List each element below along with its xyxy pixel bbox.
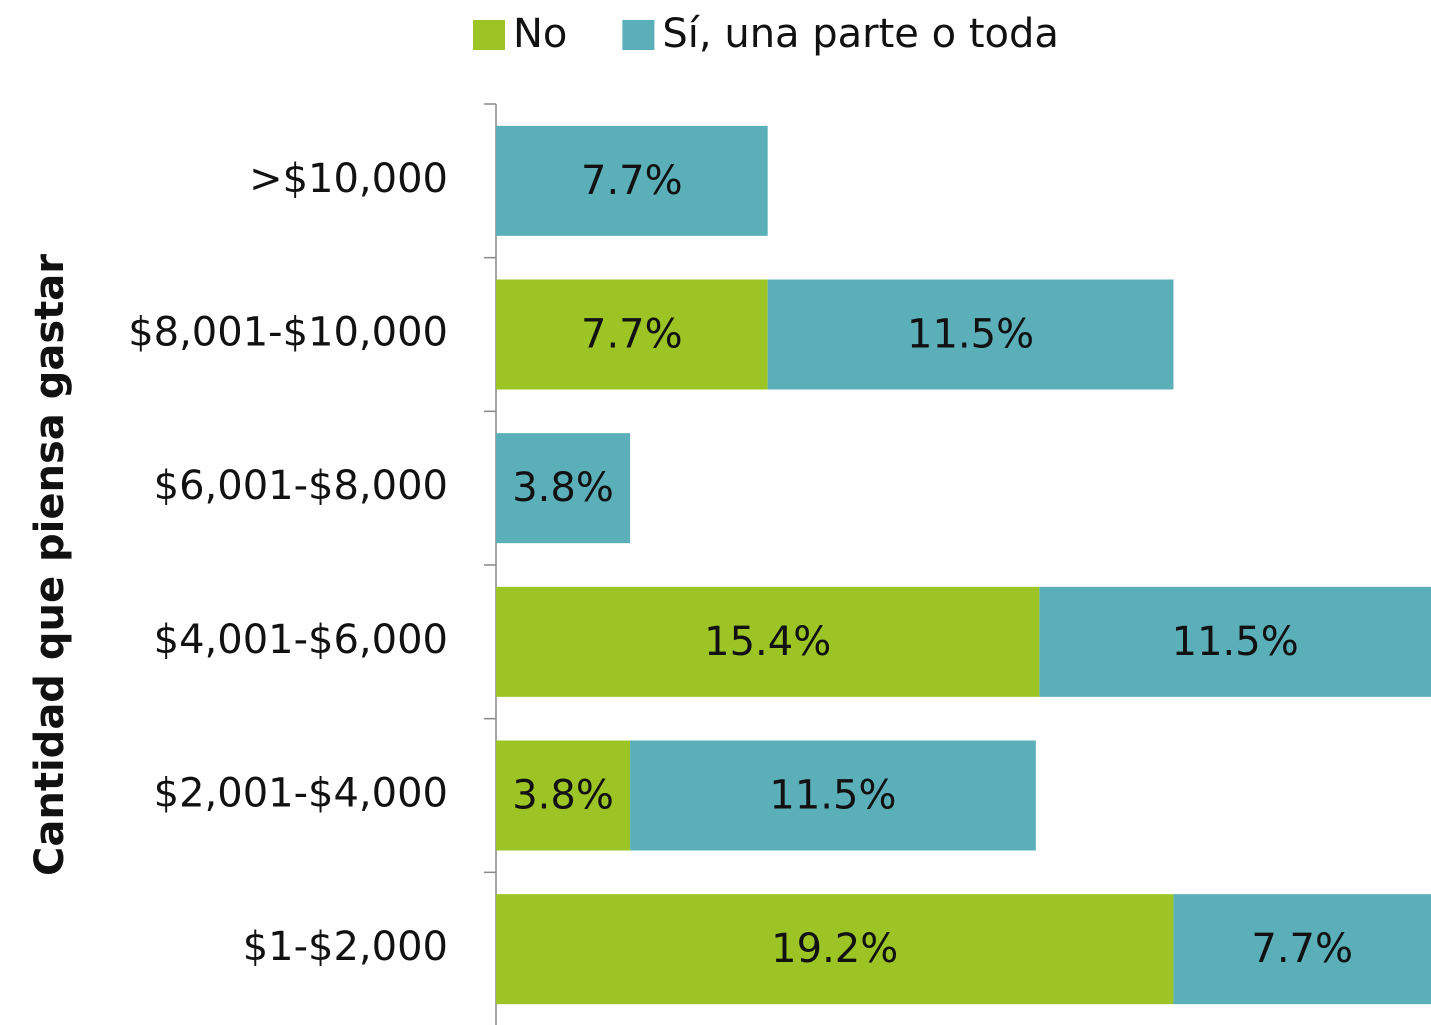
data-label: 3.8% (512, 773, 614, 819)
bar-segment (1039, 586, 1431, 697)
bar-segment (496, 433, 631, 544)
bar-segment (496, 740, 631, 851)
data-label: 11.5% (1172, 619, 1299, 665)
data-label: 11.5% (769, 773, 896, 819)
y-axis-label: Cantidad que piensa gastar (27, 254, 73, 876)
y-tick-label: $6,001-$8,000 (154, 463, 448, 509)
data-label: 15.4% (704, 619, 831, 665)
data-label: 7.7% (581, 158, 683, 204)
data-label: 7.7% (1251, 926, 1353, 972)
y-tick-label: >$10,000 (249, 156, 448, 202)
y-tick-label: $1-$2,000 (243, 924, 448, 970)
bar-segment (496, 125, 768, 236)
legend-swatch (473, 20, 505, 50)
y-tick-label: $2,001-$4,000 (154, 771, 448, 817)
legend-label: Sí, una parte o toda (662, 11, 1058, 57)
bar-segment (630, 740, 1036, 851)
y-tick-label: $4,001-$6,000 (154, 617, 448, 663)
bar-segment (496, 586, 1040, 697)
data-label: 19.2% (771, 926, 898, 972)
bar-segment (496, 279, 768, 390)
legend-swatch (622, 20, 655, 50)
data-label: 3.8% (512, 465, 614, 511)
data-label: 7.7% (581, 312, 683, 358)
data-label: 11.5% (907, 312, 1034, 358)
bar-segment (496, 894, 1174, 1005)
bar-segment (1173, 894, 1431, 1005)
legend-label: No (513, 11, 567, 57)
bar-segment (767, 279, 1174, 390)
y-tick-label: $8,001-$10,000 (128, 310, 448, 356)
